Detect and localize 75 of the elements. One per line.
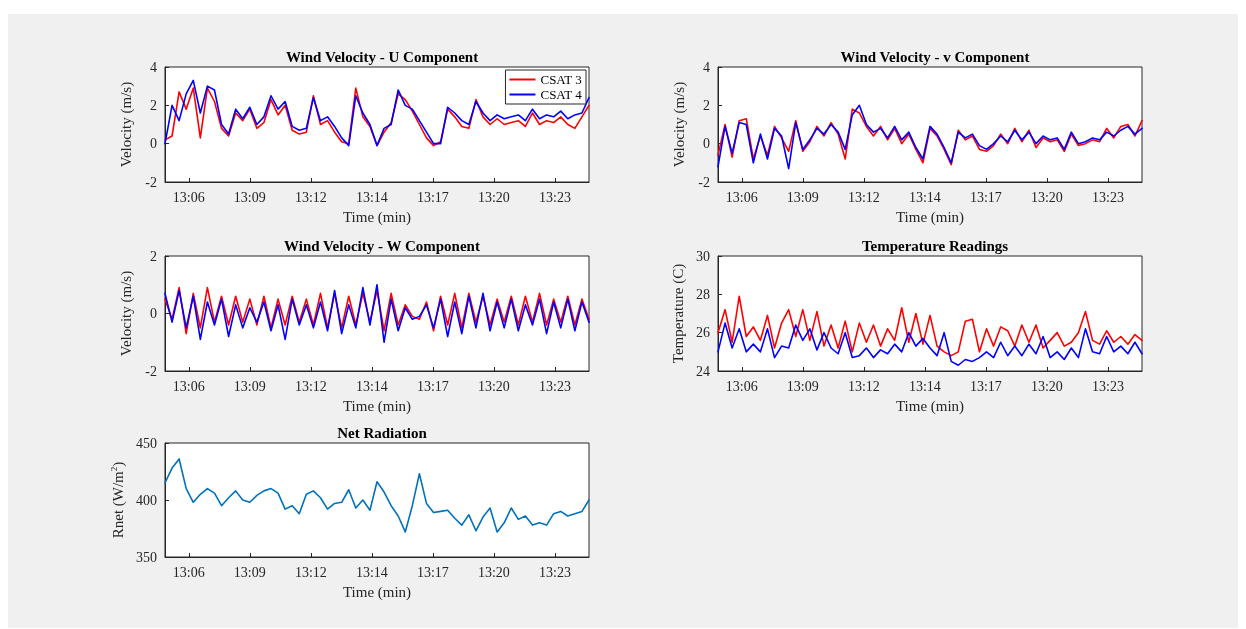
y-tick-label: 450 [136,435,157,451]
x-tick-label: 13:20 [1030,189,1063,205]
y-tick-label: 2 [150,97,157,113]
y-tick-label: 30 [696,248,710,264]
y-tick-label: 4 [703,59,710,75]
x-tick-label: 13:20 [1030,378,1063,394]
y-axis-title: Velocity (m/s) [117,270,135,357]
x-tick-label: 13:17 [416,564,449,580]
x-tick-label: 13:14 [908,189,941,205]
x-axis-title: Time (min) [895,208,965,226]
x-tick-label: 13:06 [725,378,758,394]
chart-title: Wind Velocity - U Component [285,48,479,65]
x-tick-label: 13:12 [847,189,880,205]
line-series [717,295,1143,357]
y-tick-label: 26 [696,325,710,341]
x-tick-label: 13:09 [786,189,819,205]
chart-title: Net Radiation [337,424,428,441]
y-tick-label: 350 [136,549,157,565]
x-tick-label: 13:23 [539,564,571,580]
y-tick-label: 2 [150,248,157,264]
chart-title: Wind Velocity - W Component [284,237,480,254]
x-tick-label: 13:06 [725,189,758,205]
chart-title: Wind Velocity - v Component [840,48,1030,65]
x-tick-label: 13:23 [539,189,571,205]
x-tick-label: 13:14 [355,564,388,580]
y-tick-label: 400 [136,492,157,508]
x-tick-label: 13:14 [908,378,941,394]
x-tick-label: 13:17 [969,378,1002,394]
x-tick-label: 13:14 [355,378,388,394]
line-series [164,286,590,335]
y-tick-label: -2 [698,174,710,190]
x-tick-label: 13:12 [294,378,327,394]
y-tick-label: 2 [703,97,710,113]
x-tick-label: 13:09 [233,564,266,580]
y-axis-title: Temperature (C) [669,263,687,364]
x-tick-label: 13:23 [539,378,571,394]
x-tick-label: 13:12 [294,189,327,205]
line-series [717,322,1143,367]
y-axis-title: Rnet (W/m2) [108,461,127,539]
x-tick-label: 13:23 [1092,378,1124,394]
y-tick-label: 0 [150,306,157,321]
line-series [164,283,590,344]
x-axis-title: Time (min) [895,397,965,415]
x-axis-title: Time (min) [342,583,412,601]
x-tick-label: 13:20 [477,564,510,580]
x-tick-label: 13:06 [172,378,205,394]
y-tick-label: 28 [696,286,710,302]
x-axis-title: Time (min) [342,397,412,415]
y-tick-label: 0 [703,136,710,152]
x-tick-label: 13:09 [786,378,819,394]
x-tick-label: 13:17 [969,189,1002,205]
x-tick-label: 13:23 [1092,189,1124,205]
chart-title: Temperature Readings [861,237,1009,254]
y-tick-label: 24 [696,363,710,379]
x-tick-label: 13:20 [477,189,510,205]
x-axis-title: Time (min) [342,208,412,226]
x-tick-label: 13:09 [233,189,266,205]
x-tick-label: 13:14 [355,189,388,205]
y-tick-label: -2 [145,174,157,190]
y-tick-label: 4 [150,59,157,75]
x-tick-label: 13:12 [847,378,880,394]
y-tick-label: 0 [150,136,157,152]
legend-label: CSAT 4 [540,87,583,102]
legend-label: CSAT 3 [540,72,582,87]
line-series [164,458,590,533]
x-tick-label: 13:17 [416,189,449,205]
x-tick-label: 13:06 [172,564,205,580]
x-tick-label: 13:17 [416,378,449,394]
x-tick-label: 13:20 [477,378,510,394]
y-axis-title: Velocity (m/s) [117,81,135,168]
y-axis-title: Velocity (m/s) [670,81,688,168]
y-tick-label: -2 [145,363,157,379]
x-tick-label: 13:12 [294,564,327,580]
x-tick-label: 13:09 [233,378,266,394]
x-tick-label: 13:06 [172,189,205,205]
